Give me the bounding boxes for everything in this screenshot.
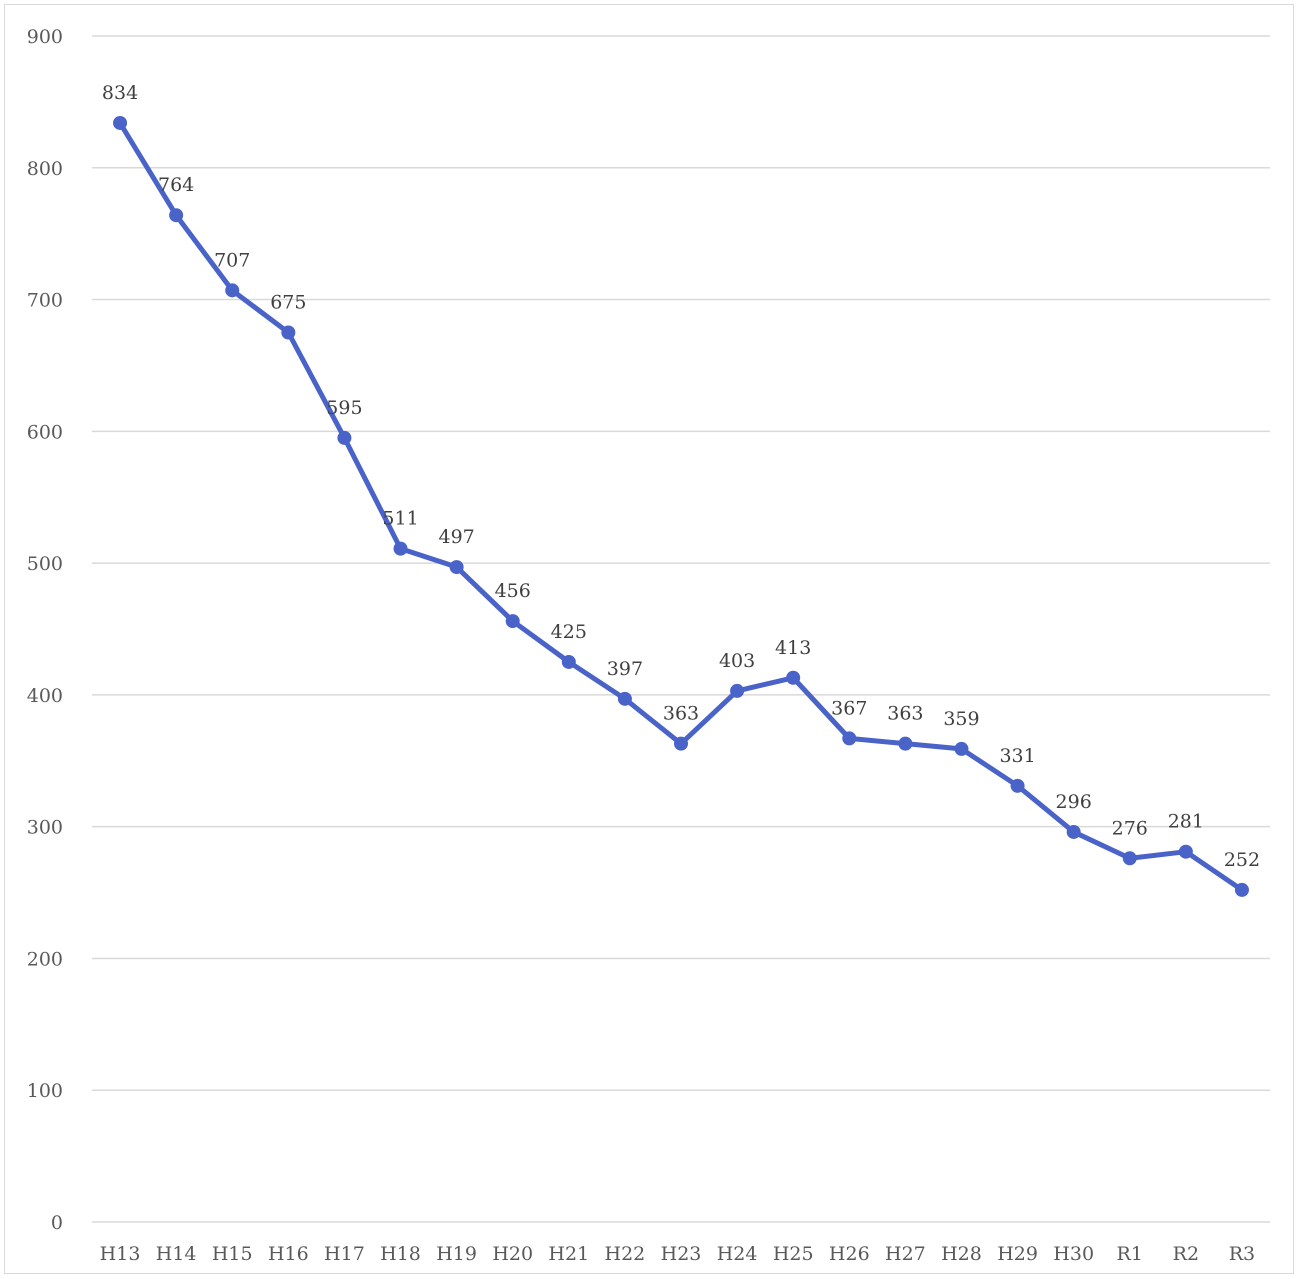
data-label: 675 [270, 292, 306, 314]
data-label: 707 [214, 249, 250, 271]
gridlines [92, 35, 1270, 1223]
data-label: 497 [438, 526, 474, 548]
y-tick-label: 800 [27, 158, 63, 180]
y-tick-label: 700 [27, 290, 63, 312]
x-tick-label: H23 [661, 1243, 702, 1265]
data-point [393, 541, 408, 556]
x-tick-label: H28 [941, 1243, 982, 1265]
x-tick-label: R3 [1229, 1243, 1255, 1265]
data-point [225, 283, 240, 298]
data-point [281, 325, 296, 340]
x-tick-label: H20 [492, 1243, 533, 1265]
data-point [561, 654, 576, 669]
y-tick-label: 300 [27, 817, 63, 839]
x-tick-label: H18 [380, 1243, 421, 1265]
data-point [113, 115, 128, 130]
x-tick-label: H30 [1053, 1243, 1094, 1265]
y-tick-label: 400 [27, 685, 63, 707]
data-label: 252 [1224, 849, 1260, 871]
x-tick-label: H25 [773, 1243, 814, 1265]
data-label: 359 [943, 708, 979, 730]
x-tick-label: H22 [605, 1243, 646, 1265]
data-label: 296 [1056, 791, 1092, 813]
x-tick-label: H15 [212, 1243, 253, 1265]
x-tick-label: H17 [324, 1243, 365, 1265]
y-tick-label: 600 [27, 421, 63, 443]
data-label: 276 [1112, 817, 1148, 839]
x-tick-label: H13 [100, 1243, 141, 1265]
x-tick-label: H24 [717, 1243, 758, 1265]
data-label: 425 [551, 621, 587, 643]
data-label: 511 [382, 508, 418, 530]
data-label: 403 [719, 650, 755, 672]
x-axis-ticks: H13 H14 H15 H16 H17 H18 H19 H20 H21 H22 H23 H24 H25 H… [100, 1243, 1255, 1265]
x-tick-label: R1 [1117, 1243, 1143, 1265]
y-tick-label: 100 [27, 1080, 63, 1102]
x-tick-label: H21 [548, 1243, 589, 1265]
x-tick-label: R2 [1173, 1243, 1199, 1265]
data-point [954, 741, 969, 756]
y-tick-label: 500 [27, 553, 63, 575]
data-labels: 834 764 707 675 595 511 497 456 425 397 363 403 413 3… [102, 82, 1260, 871]
data-point [898, 736, 913, 751]
y-axis-ticks: 0 100 200 300 400 500 600 700 800 900 [27, 26, 63, 1234]
data-point [1010, 778, 1025, 793]
data-point [505, 614, 520, 629]
data-label: 413 [775, 637, 811, 659]
data-label: 764 [158, 174, 194, 196]
data-point [337, 430, 352, 445]
data-point [674, 736, 688, 751]
x-tick-label: H29 [997, 1243, 1038, 1265]
data-label: 363 [887, 703, 923, 725]
y-tick-label: 0 [51, 1212, 63, 1234]
data-point [786, 670, 801, 685]
data-point [169, 208, 184, 223]
data-point [617, 691, 632, 706]
x-tick-label: H27 [885, 1243, 926, 1265]
data-label: 456 [495, 580, 531, 602]
x-tick-label: H26 [829, 1243, 870, 1265]
data-label: 331 [999, 745, 1035, 767]
data-label: 595 [326, 397, 362, 419]
x-tick-label: H16 [268, 1243, 309, 1265]
data-label: 363 [663, 703, 699, 725]
x-tick-label: H19 [436, 1243, 477, 1265]
data-label: 397 [607, 658, 643, 680]
y-tick-label: 900 [27, 26, 63, 48]
data-label: 367 [831, 697, 867, 719]
series-line [117, 120, 1245, 893]
data-point [730, 683, 745, 698]
data-point [1066, 824, 1081, 839]
data-label: 834 [102, 82, 138, 104]
data-point [1178, 844, 1193, 859]
data-point [1122, 851, 1137, 866]
x-tick-label: H14 [156, 1243, 197, 1265]
chart-frame [4, 4, 1294, 1274]
data-label: 281 [1168, 811, 1204, 833]
series [113, 115, 1249, 897]
data-point [1234, 882, 1249, 897]
data-point [449, 560, 464, 575]
y-tick-label: 200 [27, 948, 63, 970]
data-point [842, 731, 857, 746]
